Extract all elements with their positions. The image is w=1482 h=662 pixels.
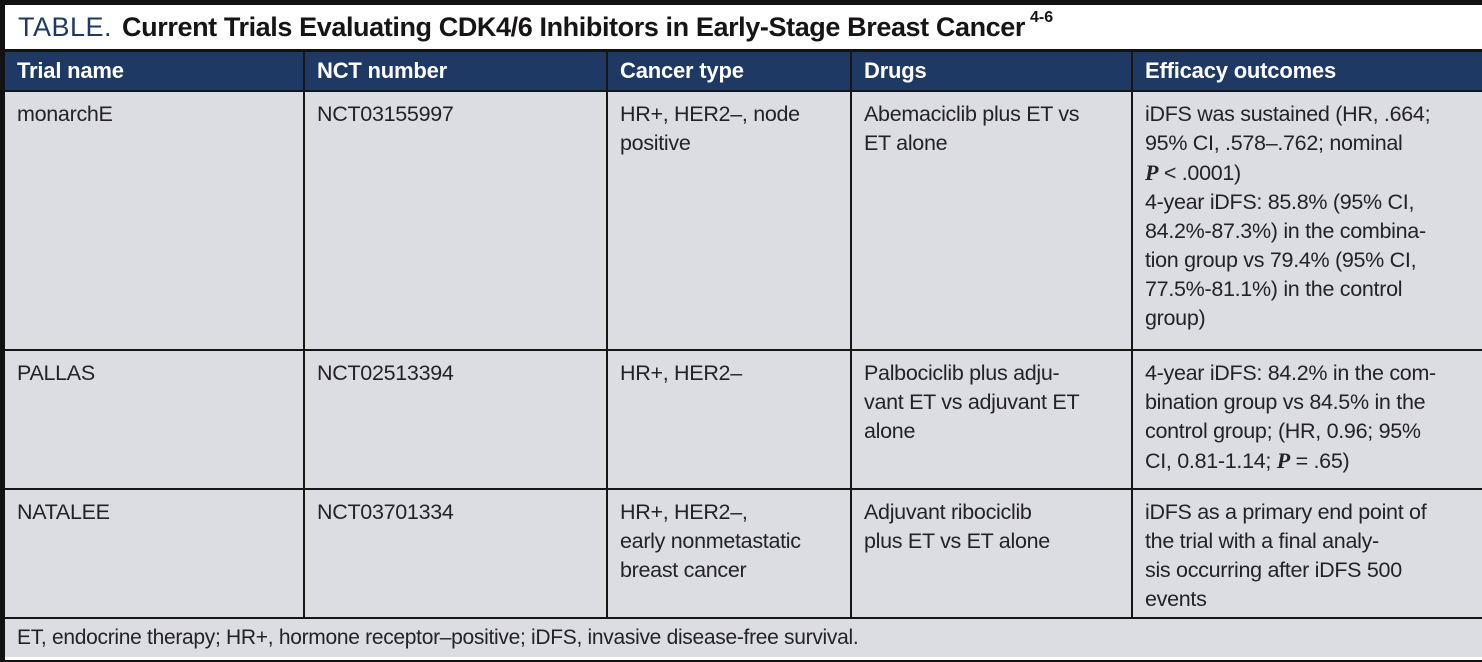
efficacy-line: control group; (HR, 0.96; 95% [1145, 419, 1421, 443]
efficacy-line: CI, 0.81-1.14; P = .65) [1145, 446, 1472, 476]
table-title: TABLE. Current Trials Evaluating CDK4/6 … [5, 5, 1482, 52]
efficacy-line: iDFS as a primary end point of [1145, 500, 1427, 524]
efficacy-line: tion group vs 79.4% (95% CI, [1145, 248, 1417, 272]
cell-cancer-type: HR+, HER2–, node positive [608, 92, 850, 349]
table-label: TABLE. [18, 11, 113, 42]
efficacy-line: 77.5%-81.1%) in the control [1145, 277, 1403, 301]
column-header-drugs: Drugs [852, 52, 1131, 90]
cell-nct-number: NCT03155997 [305, 92, 606, 349]
cell-trial-name: PALLAS [5, 351, 303, 488]
efficacy-line: group) [1145, 306, 1206, 330]
cancer-type-line: positive [620, 131, 691, 155]
cancer-type-line: HR+, HER2– [620, 361, 742, 385]
p-value-symbol: P [1276, 448, 1290, 473]
cancer-type-line: HR+, HER2–, [620, 500, 748, 524]
efficacy-line: the trial with a final analy- [1145, 529, 1379, 553]
cell-nct-number: NCT03701334 [305, 490, 606, 617]
drugs-line: vant ET vs adjuvant ET [864, 390, 1080, 414]
trial-name-text: NATALEE [17, 500, 110, 524]
efficacy-line: 4-year iDFS: 85.8% (95% CI, [1145, 190, 1415, 214]
cancer-type-line: early nonmetastatic [620, 529, 801, 553]
efficacy-line: 95% CI, .578–.762; nominal [1145, 131, 1403, 155]
drugs-line: Palbociclib plus adju- [864, 361, 1060, 385]
cancer-type-line: HR+, HER2–, node [620, 102, 800, 126]
efficacy-line: 84.2%-87.3%) in the combina- [1145, 219, 1426, 243]
drugs-line: Adjuvant ribociclib [864, 500, 1032, 524]
cell-efficacy-outcomes: iDFS as a primary end point of the trial… [1133, 490, 1482, 617]
nct-number-text: NCT03701334 [317, 500, 454, 524]
efficacy-line: bination group vs 84.5% in the [1145, 390, 1426, 414]
drugs-line: alone [864, 419, 916, 443]
drugs-line: Abemaciclib plus ET vs [864, 102, 1080, 126]
p-value-text: < .0001) [1158, 161, 1241, 185]
cell-efficacy-outcomes: 4-year iDFS: 84.2% in the com- bination … [1133, 351, 1482, 488]
efficacy-line: iDFS was sustained (HR, .664; [1145, 102, 1431, 126]
cell-cancer-type: HR+, HER2– [608, 351, 850, 488]
trial-name-text: PALLAS [17, 361, 95, 385]
nct-number-text: NCT02513394 [317, 361, 454, 385]
trial-name-text: monarchE [17, 102, 113, 126]
cancer-type-line: breast cancer [620, 558, 747, 582]
column-header-efficacy-outcomes: Efficacy outcomes [1133, 52, 1482, 90]
cell-nct-number: NCT02513394 [305, 351, 606, 488]
efficacy-line: sis occurring after iDFS 500 [1145, 558, 1402, 582]
efficacy-line: 4-year iDFS: 84.2% in the com- [1145, 361, 1436, 385]
cell-trial-name: monarchE [5, 92, 303, 349]
drugs-line: plus ET vs ET alone [864, 529, 1050, 553]
column-header-trial-name: Trial name [5, 52, 303, 90]
column-header-cancer-type: Cancer type [608, 52, 850, 90]
p-value-text: CI, 0.81-1.14; [1145, 449, 1277, 473]
nct-number-text: NCT03155997 [317, 102, 454, 126]
reference-superscript: 4-6 [1030, 9, 1054, 26]
efficacy-line: P < .0001) [1145, 158, 1472, 188]
cell-efficacy-outcomes: iDFS was sustained (HR, .664; 95% CI, .5… [1133, 92, 1482, 349]
p-value-text: = .65) [1289, 449, 1350, 473]
cell-drugs: Adjuvant ribociclib plus ET vs ET alone [852, 490, 1131, 617]
cell-drugs: Palbociclib plus adju- vant ET vs adjuva… [852, 351, 1131, 488]
cell-drugs: Abemaciclib plus ET vs ET alone [852, 92, 1131, 349]
p-value-symbol: P [1145, 160, 1159, 185]
table-grid: Trial name NCT number Cancer type Drugs … [5, 52, 1482, 657]
cell-cancer-type: HR+, HER2–, early nonmetastatic breast c… [608, 490, 850, 617]
column-header-nct-number: NCT number [305, 52, 606, 90]
table-footnote: ET, endocrine therapy; HR+, hormone rece… [5, 619, 1482, 657]
drugs-line: ET alone [864, 131, 948, 155]
efficacy-line: events [1145, 587, 1207, 611]
cell-trial-name: NATALEE [5, 490, 303, 617]
table-title-text: Current Trials Evaluating CDK4/6 Inhibit… [122, 11, 1026, 42]
